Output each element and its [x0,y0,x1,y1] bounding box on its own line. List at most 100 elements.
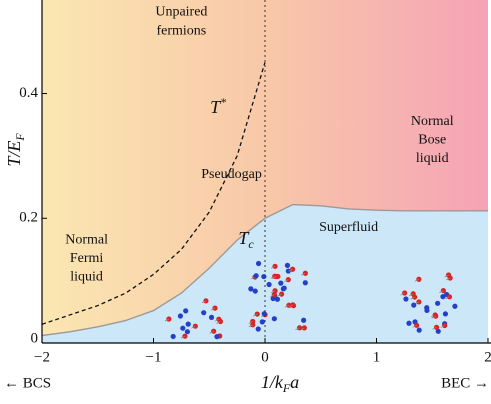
y-tick-label: 0.2 [19,210,38,226]
curve [42,203,488,337]
x-tick-label: −2 [34,349,50,365]
pair-link [191,325,196,329]
pair-link [277,293,282,297]
particle [301,317,307,323]
x-tick-label: −1 [146,349,162,365]
pair-link [445,277,451,281]
region-label: Normal [411,114,454,129]
region-label: liquid [416,151,449,166]
pair-link [432,326,437,330]
particle [284,262,291,268]
pair-link [400,292,405,296]
particle [184,329,191,335]
particle [435,300,441,306]
particle [406,320,412,326]
x-tick-label: 2 [484,349,491,365]
particle [214,334,220,340]
region-label: Pseudogap [201,167,262,182]
particle [183,308,189,314]
superfluid-region [42,204,488,343]
region-label: Normal [65,232,108,247]
pair-link [180,335,186,339]
particle [278,280,284,286]
particle-cluster [248,260,308,332]
y-tick-label: 0 [31,330,39,346]
pair-link [201,300,207,304]
region-label: Unpaired [155,5,207,20]
particle [440,294,446,300]
particle [424,305,430,311]
region-label: Superfluid [319,220,378,235]
bec-label: BEC → [441,375,489,391]
pair-link [164,318,170,322]
particle [252,288,258,294]
pair-link [288,268,293,272]
particle [261,273,267,280]
pair-link [445,296,450,300]
particle [416,327,422,333]
region-label: liquid [70,270,103,285]
curve [42,62,266,325]
pair-link [439,290,444,293]
pair-link [214,318,220,322]
particle [442,311,449,317]
axes: −2 −1 0 1 2 0 0.2 0.4 1/kFa ← BCS BEC → T/EF [4,0,491,395]
region-label: fermions [156,23,206,38]
pair-link [414,278,420,282]
curve-label: T* [210,95,226,117]
pair-link [284,304,290,308]
pair-link [270,294,275,298]
particle [255,260,262,267]
y-axis-label: T/EF [4,133,27,167]
region-label: Bose [418,133,446,148]
particle [255,326,261,332]
particle [253,273,259,279]
particle [435,328,441,334]
particle [248,286,254,292]
particle [185,321,191,327]
x-tick-label: 1 [373,349,381,365]
pair-link [301,272,306,276]
particle [208,314,215,320]
pair-link [248,324,253,328]
particle [302,280,308,286]
particle [180,325,186,331]
bcs-label: ← BCS [4,375,51,391]
pair-link [248,321,253,324]
pair-link [284,279,289,283]
particle-cluster [164,298,224,340]
particle [170,333,176,340]
particle [274,296,281,302]
plot-area: Unpaired fermions Pseudogap Superfluid Norma… [42,0,488,343]
particle [201,310,207,316]
pair-link [288,304,294,308]
particle [403,296,409,302]
pair-link [440,325,445,328]
pair-link [410,296,415,300]
particle [281,285,287,291]
pair-link [270,265,276,269]
curve-label: Tc [238,228,254,251]
particle [261,311,267,317]
region-label: Fermi [70,251,104,266]
particle [177,313,184,319]
pair-link [253,313,258,317]
x-tick-label: 0 [261,349,269,365]
particle [411,302,417,308]
y-tick-label: 0.4 [19,85,38,101]
pair-link [209,330,214,334]
particle [285,268,291,274]
pair-link [272,276,277,279]
particle-cluster [400,272,458,334]
particle [259,319,265,325]
pair-link [295,327,300,331]
particle [271,316,277,322]
particle [266,281,272,288]
pair-link [210,307,216,311]
pair-link [216,321,221,324]
pair-link [412,324,417,328]
pair-link [409,293,414,297]
x-axis-label: 1/kFa [261,372,299,395]
pair-link [431,315,436,319]
